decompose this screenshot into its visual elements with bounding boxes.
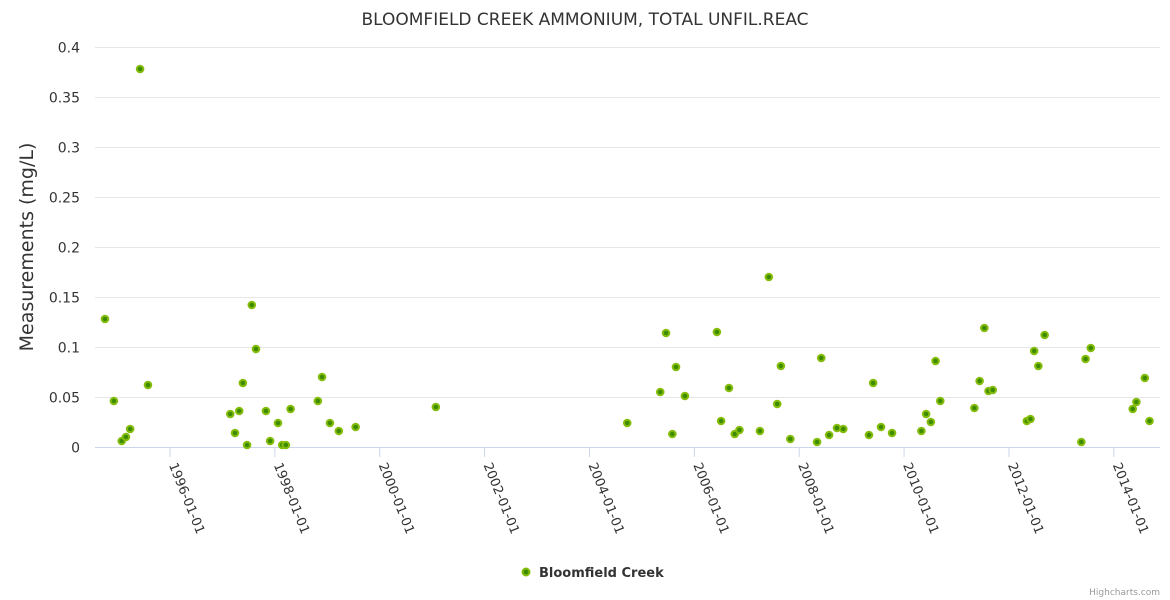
data-point xyxy=(975,376,984,386)
data-point xyxy=(786,434,795,444)
data-point xyxy=(864,430,874,440)
data-point xyxy=(917,426,926,436)
data-point xyxy=(921,409,931,419)
legend-marker-icon xyxy=(521,567,531,577)
data-point xyxy=(887,428,897,438)
data-point xyxy=(661,328,671,338)
data-point xyxy=(265,436,275,446)
data-point xyxy=(1040,330,1049,340)
data-point xyxy=(755,426,765,436)
x-tick-label: 2008-01-01 xyxy=(794,461,836,537)
data-point xyxy=(351,422,360,432)
data-point xyxy=(935,396,945,406)
data-point xyxy=(838,424,848,434)
data-point xyxy=(816,353,826,363)
x-tick-label: 1998-01-01 xyxy=(270,461,312,537)
data-point xyxy=(225,409,235,419)
data-point xyxy=(234,406,244,416)
data-point xyxy=(273,418,283,428)
legend-item-bloomfield-creek[interactable]: Bloomfield Creek xyxy=(521,566,665,581)
data-point xyxy=(1145,416,1154,426)
data-point xyxy=(242,440,252,450)
data-point xyxy=(712,327,722,337)
y-axis-label: Measurements (mg/L) xyxy=(16,143,38,352)
data-point xyxy=(281,440,291,450)
y-tick-label: 0.15 xyxy=(49,291,80,307)
x-axis-ticks: 1996-01-01 1998-01-01 2000-01-01 2002-01-01… xyxy=(165,447,1151,536)
chart-title: BLOOMFIELD CREEK AMMONIUM, TOTAL UNFIL.R… xyxy=(361,10,808,30)
data-point xyxy=(109,396,119,406)
data-point xyxy=(980,323,989,333)
data-point xyxy=(671,362,681,372)
y-tick-label: 0.1 xyxy=(58,341,80,357)
data-point xyxy=(121,432,131,442)
data-point xyxy=(1026,414,1035,424)
y-tick-label: 0 xyxy=(71,441,80,457)
data-point xyxy=(655,387,665,397)
data-point xyxy=(735,425,744,435)
x-tick-label: 2004-01-01 xyxy=(584,461,626,537)
data-point xyxy=(247,300,257,310)
data-point xyxy=(334,426,344,436)
y-axis-ticks: 0 0.05 0.1 0.15 0.2 0.25 0.3 0.35 0.4 xyxy=(49,41,80,457)
data-point xyxy=(876,422,886,432)
x-tick-label: 2000-01-01 xyxy=(375,461,417,537)
data-point xyxy=(431,402,441,412)
data-point xyxy=(931,356,940,366)
data-point xyxy=(776,361,786,371)
data-point xyxy=(325,418,335,428)
data-point xyxy=(230,428,240,438)
data-point xyxy=(812,437,822,447)
data-point xyxy=(143,380,153,390)
data-point xyxy=(1029,346,1039,356)
data-point xyxy=(764,272,774,282)
series-points xyxy=(100,64,1154,450)
data-point xyxy=(1140,373,1150,383)
data-point xyxy=(286,404,295,414)
data-point xyxy=(1081,354,1090,364)
data-point xyxy=(317,372,327,382)
data-point xyxy=(970,403,979,413)
gridlines xyxy=(95,47,1160,448)
data-point xyxy=(622,418,632,428)
data-point xyxy=(988,385,998,395)
data-point xyxy=(135,64,145,74)
data-point xyxy=(680,391,690,401)
data-point xyxy=(926,417,936,427)
y-tick-label: 0.3 xyxy=(58,141,80,157)
y-tick-label: 0.25 xyxy=(49,191,80,207)
data-point xyxy=(772,399,782,409)
y-tick-label: 0.05 xyxy=(49,391,80,407)
data-point xyxy=(1086,343,1096,353)
y-tick-label: 0.4 xyxy=(58,41,80,57)
data-point xyxy=(251,344,261,354)
data-point xyxy=(668,429,677,439)
data-point xyxy=(125,424,135,434)
data-point xyxy=(238,378,248,388)
data-point xyxy=(868,378,878,388)
data-point xyxy=(313,396,323,406)
data-point xyxy=(824,430,834,440)
x-tick-label: 2014-01-01 xyxy=(1109,461,1151,537)
legend-label: Bloomfield Creek xyxy=(539,566,664,581)
y-tick-label: 0.35 xyxy=(49,91,80,107)
x-tick-label: 2010-01-01 xyxy=(899,461,941,537)
x-tick-label: 2012-01-01 xyxy=(1004,461,1046,537)
x-tick-label: 1996-01-01 xyxy=(165,461,207,537)
x-tick-label: 2006-01-01 xyxy=(689,461,731,537)
y-tick-label: 0.2 xyxy=(58,241,80,257)
data-point xyxy=(100,314,110,324)
data-point xyxy=(724,383,734,393)
data-point xyxy=(1034,361,1043,371)
data-point xyxy=(1077,437,1086,447)
data-point xyxy=(1132,397,1141,407)
credits-link[interactable]: Highcharts.com xyxy=(1089,588,1160,598)
data-point xyxy=(716,416,726,426)
x-tick-label: 2002-01-01 xyxy=(480,461,522,537)
data-point xyxy=(261,406,271,416)
data-point xyxy=(1128,404,1138,414)
